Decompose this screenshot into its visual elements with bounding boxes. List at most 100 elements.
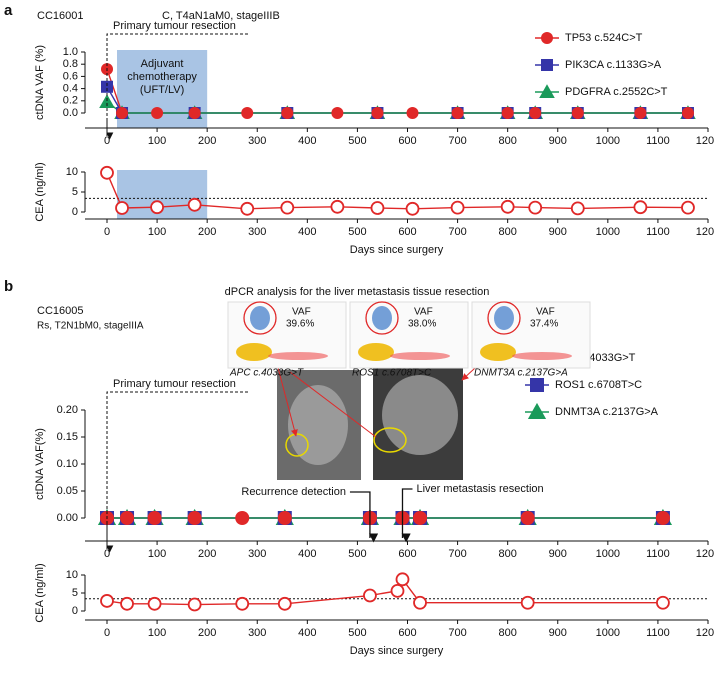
x-tick-label: 500 xyxy=(348,548,366,560)
x-tick-label: 600 xyxy=(398,135,416,147)
x-tick-label: 0 xyxy=(104,548,110,560)
marker xyxy=(187,511,202,525)
y-tick-label: 0.2 xyxy=(63,95,78,107)
sample-subtitle: Rs, T2N1bM0, stageIIIA xyxy=(37,321,144,332)
dpcr-cluster xyxy=(480,343,516,361)
inset-gene: ROS1 c.6708T>C xyxy=(352,368,432,379)
x-tick-label: 700 xyxy=(448,548,466,560)
dpcr-circle xyxy=(487,301,521,335)
marker xyxy=(235,596,250,611)
x-tick-label: 0 xyxy=(104,627,110,639)
y-tick-label: 0.0 xyxy=(63,107,78,119)
annotation-bracket xyxy=(106,33,250,136)
marker xyxy=(501,107,514,119)
x-tick-label: 1000 xyxy=(596,135,620,147)
marker xyxy=(528,200,543,215)
x-tick-label: 900 xyxy=(549,548,567,560)
marker xyxy=(539,84,555,98)
marker xyxy=(147,511,162,525)
x-tick-label: 900 xyxy=(549,226,567,238)
y-tick-label: 5 xyxy=(72,587,78,599)
marker xyxy=(390,583,405,598)
x-tick-label: 300 xyxy=(248,135,266,147)
inset-gene: DNMT3A c.2137G>A xyxy=(474,368,568,379)
x-tick-label: 200 xyxy=(198,226,216,238)
y-tick-label: 0.00 xyxy=(57,512,78,524)
x-tick-label: 1200 xyxy=(696,627,714,639)
marker xyxy=(187,597,202,612)
marker xyxy=(527,402,547,419)
y-axis-label: ctDNA VAF(%) xyxy=(34,428,46,500)
marker xyxy=(331,107,344,119)
marker xyxy=(241,107,254,119)
marker xyxy=(371,107,384,119)
marker xyxy=(681,200,695,215)
x-tick-label: 800 xyxy=(498,226,516,238)
sample-subtitle: C, T4aN1aM0, stageIIIB xyxy=(162,10,280,22)
x-tick-label: 300 xyxy=(248,226,266,238)
x-tick-label: 500 xyxy=(348,226,366,238)
marker xyxy=(100,165,114,180)
y-axis-label: ctDNA VAF (%) xyxy=(34,45,46,120)
x-tick-label: 700 xyxy=(448,627,466,639)
x-tick-label: 1000 xyxy=(596,548,620,560)
marker xyxy=(280,200,295,215)
marker xyxy=(413,511,428,525)
x-tick-label: 600 xyxy=(398,226,416,238)
dpcr-cluster xyxy=(268,352,328,360)
y-tick-label: 0.8 xyxy=(63,58,78,70)
marker xyxy=(277,511,292,525)
marker xyxy=(370,201,385,215)
x-tick-label: 600 xyxy=(398,627,416,639)
x-tick-label: 100 xyxy=(148,135,166,147)
x-tick-label: 400 xyxy=(298,226,316,238)
x-tick-label: 500 xyxy=(348,135,366,147)
y-axis-label: CEA (ng/ml) xyxy=(34,563,46,622)
marker xyxy=(235,511,250,525)
dpcr-cluster xyxy=(250,306,270,330)
dpcr-circle xyxy=(243,301,277,335)
panel-label: b xyxy=(4,278,13,295)
marker xyxy=(405,201,420,216)
dpcr-cluster xyxy=(358,343,394,361)
x-tick-label: 100 xyxy=(148,627,166,639)
marker xyxy=(281,107,294,119)
y-tick-label: 0.15 xyxy=(57,431,78,443)
x-tick-label: 100 xyxy=(148,548,166,560)
x-tick-label: 1000 xyxy=(596,627,620,639)
y-tick-label: 0.6 xyxy=(63,70,78,82)
x-tick-label: 1200 xyxy=(696,548,714,560)
sample-id: CC16005 xyxy=(37,305,83,317)
x-tick-label: 200 xyxy=(198,135,216,147)
inset-vaf: 39.6% xyxy=(286,319,314,330)
x-tick-label: 1200 xyxy=(696,135,714,147)
dpcr-cluster xyxy=(372,306,392,330)
marker xyxy=(633,200,648,215)
marker xyxy=(520,511,535,525)
x-tick-label: 200 xyxy=(198,627,216,639)
marker xyxy=(571,107,584,119)
x-tick-label: 1100 xyxy=(646,627,670,639)
marker xyxy=(330,199,345,214)
annotation-text: Primary tumour resection xyxy=(113,378,236,390)
marker xyxy=(115,201,129,215)
y-tick-label: 1.0 xyxy=(63,46,78,58)
marker xyxy=(570,201,585,216)
marker xyxy=(100,594,114,608)
marker xyxy=(150,200,164,215)
annotation-bracket xyxy=(106,391,250,549)
x-axis-label: Days since surgery xyxy=(350,645,444,657)
marker xyxy=(520,595,535,610)
marker xyxy=(395,572,410,587)
y-axis-label: CEA (ng/ml) xyxy=(34,162,46,221)
dpcr-cluster xyxy=(512,352,572,360)
inset-label: VAF xyxy=(292,307,311,318)
x-tick-label: 800 xyxy=(498,627,516,639)
x-tick-label: 800 xyxy=(498,548,516,560)
y-tick-label: 10 xyxy=(66,166,78,178)
legend-label: PDGFRA c.2552C>T xyxy=(565,86,668,98)
marker xyxy=(529,107,542,119)
marker xyxy=(99,94,115,109)
marker xyxy=(530,378,544,392)
